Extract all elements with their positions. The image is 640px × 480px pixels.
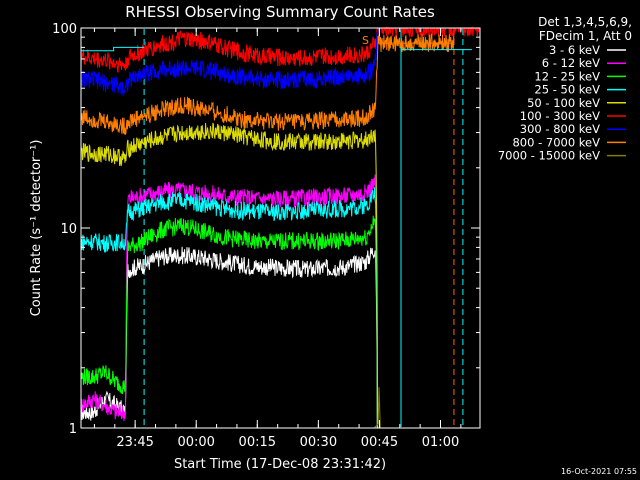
series-line: [80, 122, 378, 429]
series-layer: [80, 26, 480, 429]
axis-layer: 1 10 100 23:45 00:00 00:15 00:30 00:45 01:00: [52, 22, 481, 450]
flare-annotation: S: [362, 34, 369, 47]
y-tick-label: 100: [52, 22, 77, 37]
series-line: [80, 174, 378, 429]
legend-header-line-1: Det 1,3,4,5,6,9,: [538, 15, 632, 29]
legend-label: 7000 - 15000 keV: [498, 149, 600, 163]
x-tick-label: 23:45: [116, 435, 153, 450]
x-tick-label: 00:00: [177, 435, 214, 450]
footer-timestamp: 16-Oct-2021 07:55: [561, 467, 637, 476]
legend-header-line-2: FDecim 1, Att 0: [539, 29, 632, 43]
chart-title: RHESSI Observing Summary Count Rates: [125, 3, 435, 21]
y-tick-label: 10: [60, 222, 77, 237]
series-line: [80, 187, 378, 429]
y-tick-label: 1: [69, 422, 77, 437]
legend-label: 100 - 300 keV: [520, 109, 600, 123]
segment-line: [81, 46, 145, 52]
series-line: [80, 32, 455, 136]
legend-label: 3 - 6 keV: [549, 43, 600, 57]
legend-label: 25 - 50 keV: [534, 83, 600, 97]
legend: Det 1,3,4,5,6,9, FDecim 1, Att 0 3 - 6 k…: [498, 15, 632, 163]
plot-frame-layer: [143, 29, 464, 427]
x-tick-label: 01:00: [422, 435, 459, 450]
series-line: [80, 27, 379, 97]
legend-label: 12 - 25 keV: [534, 69, 600, 83]
x-axis-label: Start Time (17-Dec-08 23:31:42): [174, 457, 386, 472]
x-tick-label: 00:45: [361, 435, 398, 450]
legend-label: 6 - 12 keV: [542, 56, 600, 70]
legend-label: 50 - 100 keV: [527, 96, 600, 110]
y-axis-label: Count Rate (s⁻¹ detector⁻¹): [29, 140, 44, 317]
x-tick-label: 00:30: [300, 435, 337, 450]
series-line: [80, 246, 378, 429]
x-tick-label: 00:15: [239, 435, 276, 450]
series-line: [80, 215, 378, 429]
legend-label: 800 - 7000 keV: [512, 135, 600, 149]
legend-label: 300 - 800 keV: [520, 122, 600, 136]
